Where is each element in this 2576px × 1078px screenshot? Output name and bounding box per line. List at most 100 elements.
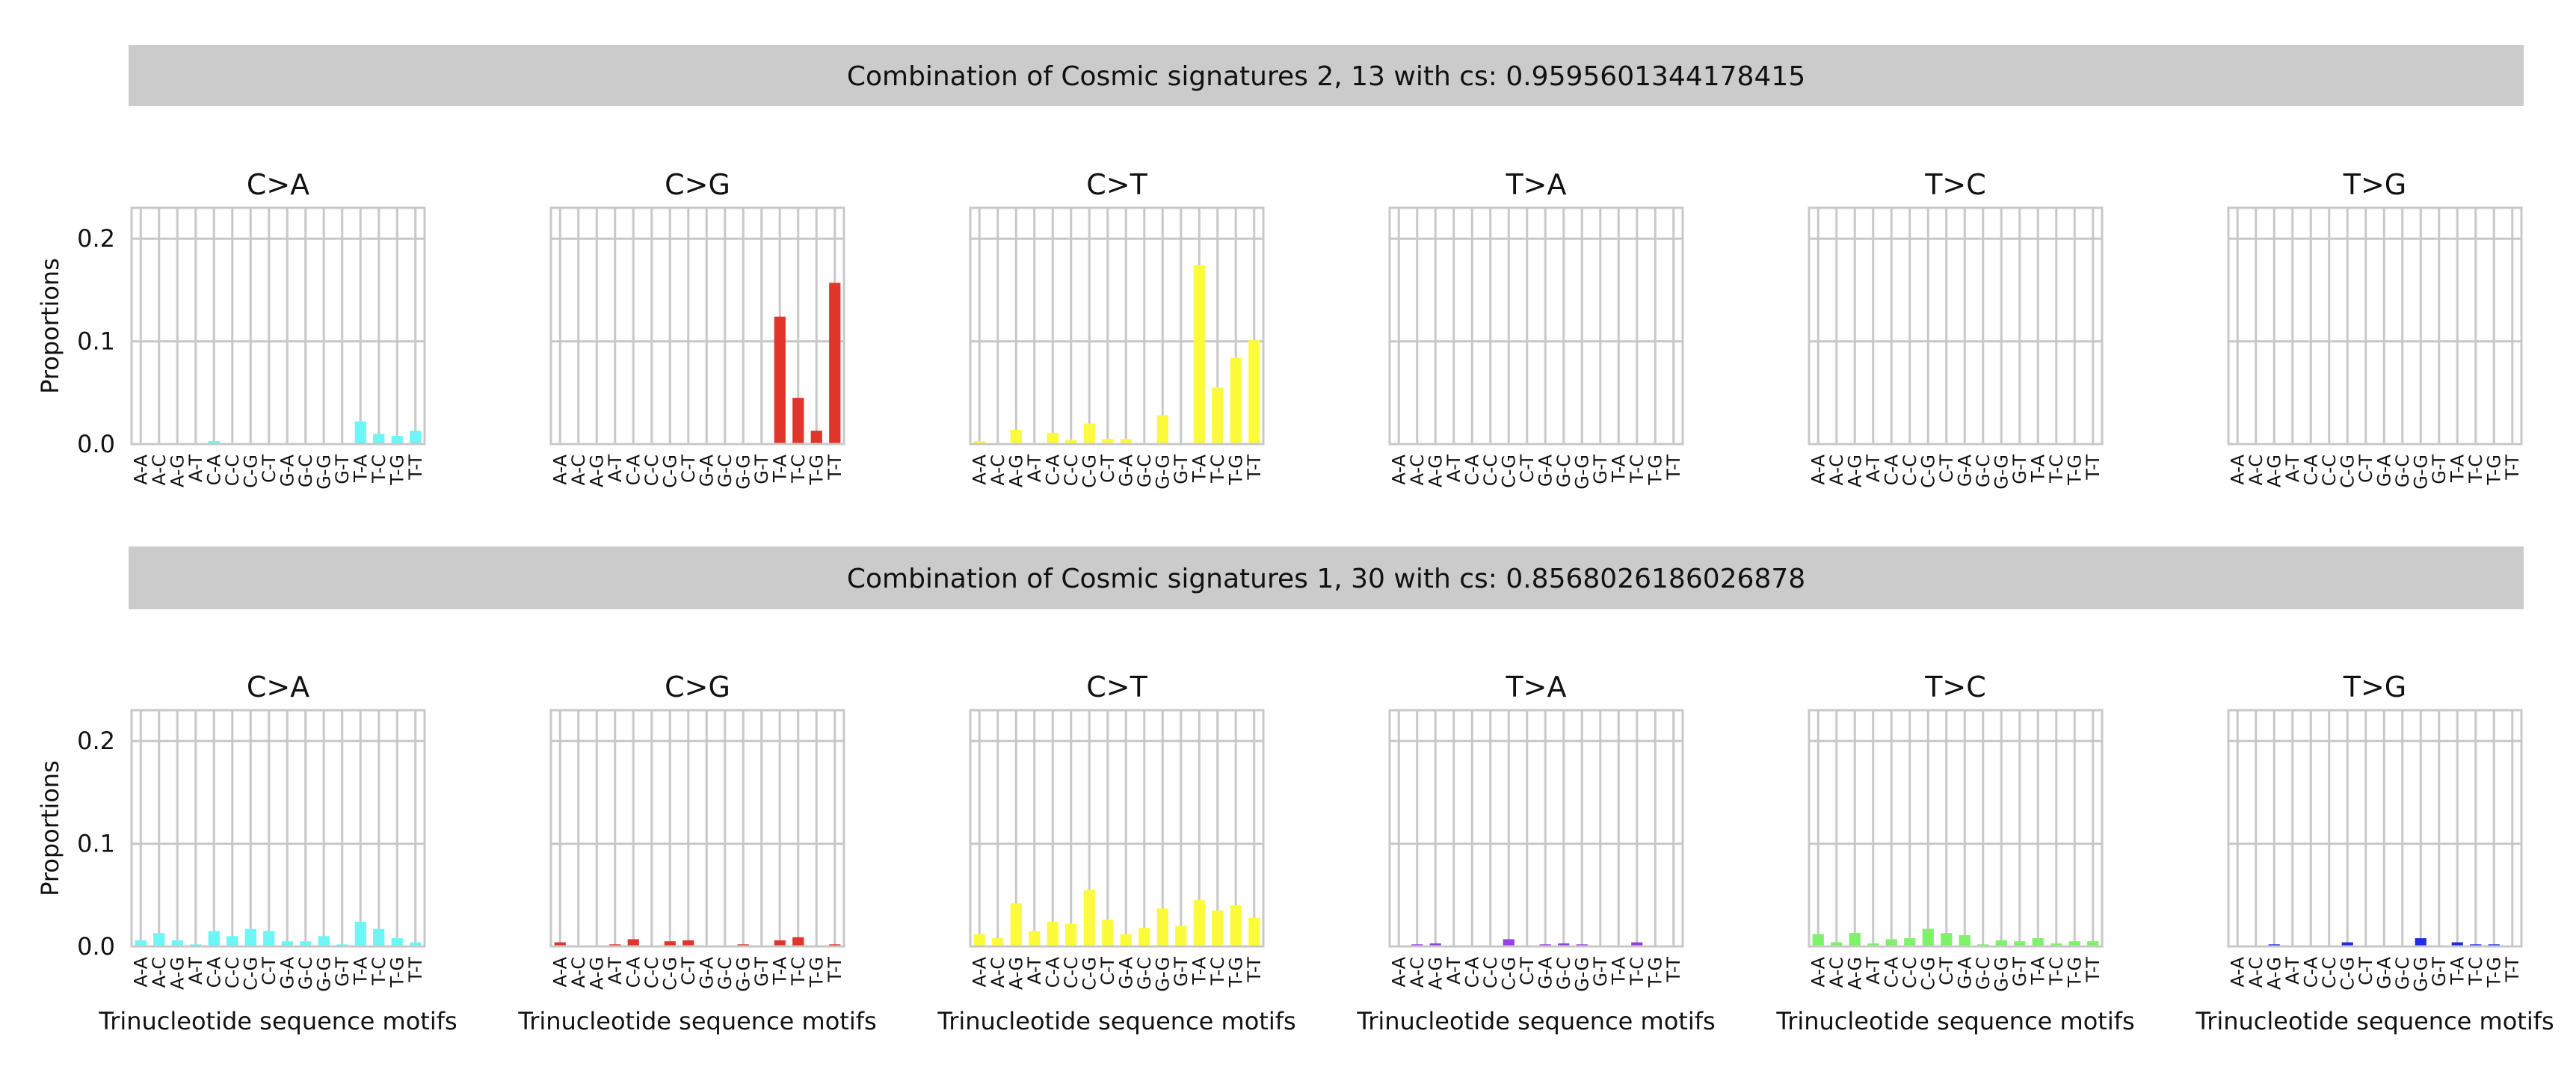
x-tick-label: A-C — [1407, 455, 1428, 485]
x-tick-label: C-G — [659, 455, 680, 488]
signature-group-2: Combination of Cosmic signatures 1, 30 w… — [36, 546, 2554, 1035]
x-tick-label: C-G — [1917, 455, 1938, 488]
x-tick-label: G-A — [1115, 956, 1136, 989]
x-tick-label: G-G — [1152, 957, 1173, 992]
x-tick-label: T-T — [2083, 957, 2104, 983]
x-tick-label: A-A — [549, 956, 570, 987]
bar-A-T — [1867, 943, 1879, 946]
x-axis-label: Trinucleotide sequence motifs — [2195, 1007, 2554, 1035]
panel-title: T>G — [2343, 168, 2407, 201]
x-tick-label: C-C — [1899, 957, 1920, 988]
x-tick-label: T-A — [350, 956, 371, 985]
x-tick-label: T-C — [1207, 957, 1228, 986]
x-tick-label: A-C — [2246, 455, 2267, 485]
panel-frame — [1388, 709, 1684, 948]
x-tick-label: G-A — [277, 956, 298, 989]
x-tick-label: G-A — [2373, 956, 2394, 989]
x-tick-label: G-C — [1553, 957, 1574, 990]
x-tick-label: C-G — [1079, 455, 1100, 488]
x-tick-label: C-T — [678, 455, 699, 483]
x-tick-label: A-T — [1024, 455, 1045, 482]
x-tick-label: G-G — [733, 957, 754, 992]
x-tick-label: C-A — [203, 454, 224, 485]
x-tick-label: A-A — [969, 956, 990, 987]
x-tick-label: T-G — [2064, 957, 2085, 988]
x-tick-label: G-T — [1171, 957, 1192, 987]
x-tick-label: G-A — [1954, 956, 1975, 989]
group-banner — [129, 546, 2524, 609]
x-tick-label: G-G — [313, 455, 334, 490]
x-tick-label: T-A — [769, 454, 790, 483]
bar-C-A — [1885, 939, 1897, 946]
x-tick-label: T-C — [2046, 455, 2067, 484]
bar-T-G — [1230, 905, 1242, 946]
x-tick-label: C-C — [1480, 455, 1501, 486]
x-tick-label: C-A — [1461, 454, 1482, 485]
panel-frame — [2227, 206, 2523, 446]
x-tick-label: A-T — [1024, 957, 1045, 985]
x-tick-label: T-G — [1225, 455, 1246, 486]
panel-T-to-A: T>AA-AA-CA-GA-TC-AC-CC-GC-TG-AG-CG-GG-TT… — [1356, 671, 1715, 1035]
x-tick-label: C-G — [1917, 957, 1938, 991]
x-tick-label: C-T — [259, 957, 280, 985]
x-tick-label: A-T — [2282, 957, 2303, 985]
bar-C-T — [1102, 439, 1114, 444]
bar-T-A — [354, 922, 366, 946]
x-tick-label: C-G — [659, 957, 680, 991]
panel-T-to-A: T>AA-AA-CA-GA-TC-AC-CC-GC-TG-AG-CG-GG-TT… — [1388, 168, 1684, 490]
x-tick-label: T-A — [2447, 956, 2468, 985]
x-tick-label: G-C — [1134, 957, 1155, 990]
y-tick-label: 0.1 — [77, 830, 115, 858]
x-tick-label: G-C — [2392, 957, 2413, 990]
x-tick-label: C-T — [1097, 957, 1118, 985]
x-tick-label: A-A — [969, 454, 990, 484]
x-tick-label: A-T — [1863, 455, 1884, 482]
bar-A-T — [1029, 931, 1041, 946]
x-tick-label: T-A — [2027, 454, 2048, 483]
bar-T-A — [1193, 265, 1205, 444]
x-tick-label: C-A — [1881, 454, 1902, 485]
x-tick-label: C-T — [2355, 455, 2376, 483]
x-tick-label: G-T — [2429, 957, 2450, 987]
panel-frame — [130, 709, 426, 948]
bar-T-T — [410, 942, 422, 946]
x-tick-label: C-T — [1936, 455, 1957, 483]
x-tick-label: T-C — [788, 455, 809, 484]
bar-T-T — [829, 283, 841, 444]
panel-frame — [549, 709, 845, 948]
x-tick-label: C-C — [1061, 957, 1082, 988]
x-tick-label: A-T — [185, 957, 206, 985]
bar-T-T — [410, 431, 422, 444]
bar-C-A — [208, 440, 220, 444]
panel-title: T>C — [1924, 168, 1986, 201]
x-tick-label: C-G — [2337, 455, 2358, 488]
x-axis-label: Trinucleotide sequence motifs — [1356, 1007, 1715, 1035]
bar-A-G — [1010, 429, 1022, 444]
panel-frame — [969, 709, 1265, 948]
x-tick-label: A-C — [987, 455, 1008, 485]
x-tick-label: A-A — [2227, 956, 2248, 987]
bar-T-T — [1248, 917, 1260, 946]
panel-frame — [1808, 206, 2104, 446]
bar-G-G — [318, 936, 330, 946]
bar-T-A — [354, 421, 366, 444]
bar-C-T — [263, 931, 275, 946]
bar-T-A — [1193, 900, 1205, 946]
x-tick-label: A-C — [1407, 957, 1428, 988]
x-tick-label: C-G — [240, 455, 261, 488]
x-tick-label: C-T — [1517, 455, 1538, 483]
bar-C-G — [1083, 890, 1095, 946]
x-tick-label: C-C — [222, 957, 243, 988]
x-tick-label: G-T — [1171, 455, 1192, 484]
x-tick-label: G-A — [2373, 454, 2394, 487]
x-tick-label: T-G — [2483, 957, 2504, 988]
bar-A-G — [1849, 933, 1861, 946]
panel-C-to-G: C>GA-AA-CA-GA-TC-AC-CC-GC-TG-AG-CG-GG-TT… — [517, 671, 876, 1035]
bar-A-G — [1429, 943, 1441, 946]
x-tick-label: T-A — [2027, 956, 2048, 985]
x-tick-label: G-C — [295, 957, 316, 990]
panel-title: C>A — [247, 671, 309, 703]
panel-C-to-T: C>TA-AA-CA-GA-TC-AC-CC-GC-TG-AG-CG-GG-TT… — [969, 168, 1265, 490]
x-tick-label: G-T — [2009, 957, 2030, 987]
x-tick-label: T-T — [825, 455, 845, 481]
